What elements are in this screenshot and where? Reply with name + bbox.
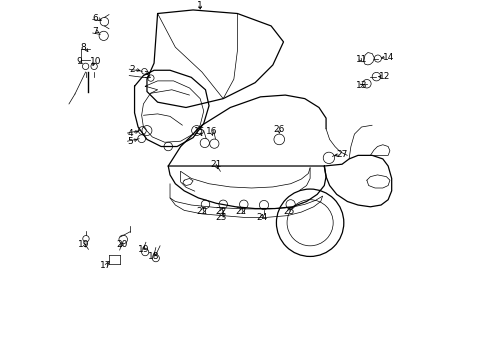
Text: 11: 11 <box>355 55 367 64</box>
Text: 7: 7 <box>93 27 98 36</box>
Text: 24: 24 <box>255 213 266 222</box>
Text: 22: 22 <box>196 207 207 216</box>
Text: 19: 19 <box>78 239 90 248</box>
Text: 14: 14 <box>382 53 393 62</box>
Text: 26: 26 <box>273 125 285 134</box>
Text: 4: 4 <box>127 129 133 138</box>
Text: 12: 12 <box>379 72 390 81</box>
Text: 8: 8 <box>81 44 86 53</box>
Text: 21: 21 <box>210 161 222 170</box>
Text: 25: 25 <box>283 207 294 216</box>
Text: 3: 3 <box>143 71 149 80</box>
Text: 22: 22 <box>215 207 226 216</box>
Text: 20: 20 <box>116 239 127 248</box>
Text: 22: 22 <box>235 207 246 216</box>
Text: 10: 10 <box>90 57 102 66</box>
Text: 5: 5 <box>127 137 133 146</box>
Text: 13: 13 <box>355 81 367 90</box>
Text: 19: 19 <box>138 245 149 254</box>
Text: 15: 15 <box>193 127 205 136</box>
Text: 18: 18 <box>148 252 160 261</box>
Text: 1: 1 <box>197 1 203 10</box>
Text: 2: 2 <box>129 65 135 74</box>
Text: 17: 17 <box>100 261 112 270</box>
Text: 6: 6 <box>93 14 98 23</box>
Text: 9: 9 <box>76 57 81 66</box>
Text: 23: 23 <box>215 213 226 222</box>
Text: 16: 16 <box>205 127 217 136</box>
Text: 27: 27 <box>336 150 347 159</box>
